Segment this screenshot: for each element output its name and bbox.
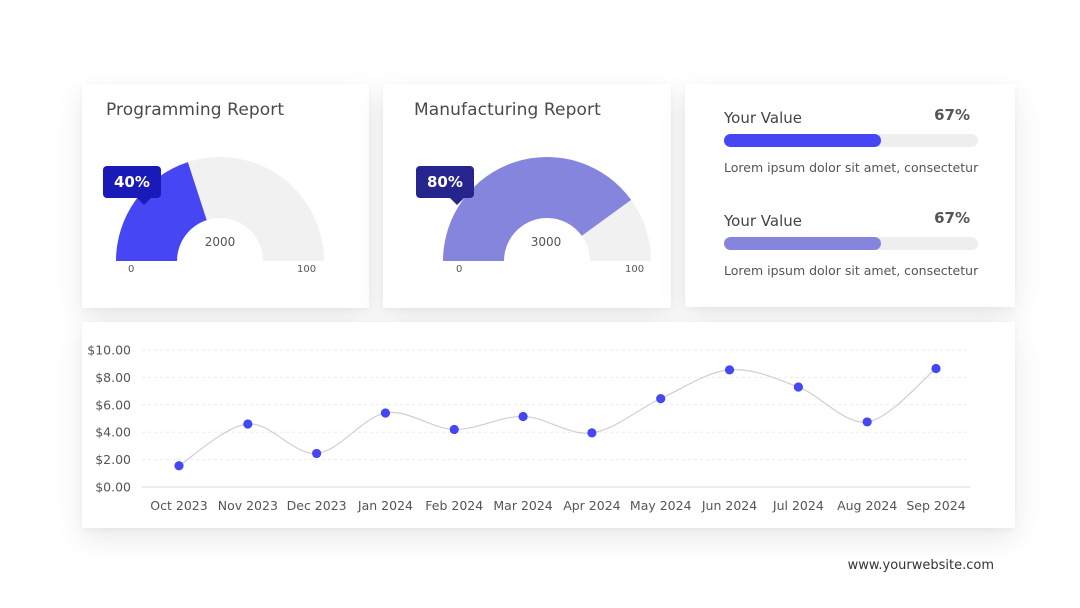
programming-percent-badge: 40% — [103, 166, 161, 205]
line-chart: $0.00 $2.00 $4.00 $6.00 $8.00 $10.00 Oct 2023 N… — [87, 343, 970, 513]
y-tick-label: $6.00 — [95, 397, 131, 412]
data-point — [793, 382, 803, 392]
data-point — [724, 365, 735, 375]
programming-gauge-max: 100 — [297, 264, 317, 275]
y-tick-label: $8.00 — [95, 370, 131, 385]
your-value-card: Your Value 67% Lorem ipsum dolor sit ame… — [685, 84, 1015, 307]
value-row-2: Your Value 67% Lorem ipsum dolor sit ame… — [724, 209, 979, 282]
manufacturing-gauge-max: 100 — [625, 264, 645, 275]
value-row-2-description: Lorem ipsum dolor sit amet, consectetur — [724, 263, 979, 278]
x-tick-label: Aug 2024 — [837, 498, 897, 513]
x-tick-label: Jun 2024 — [701, 498, 757, 513]
manufacturing-gauge-min: 0 — [456, 264, 463, 275]
y-tick-label: $4.00 — [95, 425, 131, 440]
data-point — [243, 419, 253, 429]
y-tick-label: $10.00 — [87, 343, 131, 358]
value-row-1-percent: 67% — [934, 106, 970, 124]
x-tick-label: Oct 2023 — [150, 498, 207, 513]
line-chart-card: $0.00 $2.00 $4.00 $6.00 $8.00 $10.00 Oct 2023 N… — [82, 322, 1015, 528]
programming-gauge-center-value: 2000 — [204, 235, 236, 249]
manufacturing-gauge-fill — [443, 156, 632, 261]
x-tick-label: Mar 2024 — [493, 498, 552, 513]
data-point — [656, 394, 666, 404]
series-line — [178, 368, 937, 467]
value-row-1-progress-track — [724, 134, 978, 147]
data-point — [518, 411, 528, 422]
programming-gauge-min: 0 — [128, 264, 135, 275]
data-point — [312, 448, 322, 459]
x-tick-label: Apr 2024 — [563, 498, 620, 513]
value-row-2-progress-track — [724, 237, 978, 250]
x-tick-label: Nov 2023 — [218, 498, 278, 513]
data-point — [931, 363, 941, 374]
manufacturing-report-card: Manufacturing Report 80% 0 100 3000 — [383, 84, 671, 308]
y-tick-label: $2.00 — [95, 452, 131, 467]
x-tick-label: May 2024 — [630, 498, 692, 513]
value-row-1-label: Your Value — [724, 109, 802, 127]
manufacturing-gauge-center-value: 3000 — [530, 235, 562, 249]
data-point — [862, 417, 872, 427]
footer-website-url: www.yourwebsite.com — [847, 558, 994, 573]
value-row-2-label: Your Value — [724, 212, 802, 230]
manufacturing-percent-badge: 80% — [416, 166, 474, 205]
x-tick-label: Jan 2024 — [357, 498, 413, 513]
manufacturing-report-title: Manufacturing Report — [414, 100, 601, 120]
value-row-1-progress-fill — [724, 134, 882, 147]
programming-gauge-fill — [116, 162, 207, 261]
programming-report-card: Programming Report 40% 0 100 2000 — [82, 84, 369, 308]
value-row-1: Your Value 67% Lorem ipsum dolor sit ame… — [724, 106, 979, 179]
data-point — [587, 428, 597, 438]
data-point — [174, 461, 184, 471]
x-tick-label: Sep 2024 — [906, 498, 965, 513]
y-tick-label: $0.00 — [95, 480, 131, 495]
data-point — [449, 424, 459, 435]
programming-gauge — [116, 157, 324, 261]
data-point — [380, 408, 391, 418]
value-row-2-percent: 67% — [934, 209, 970, 227]
x-tick-label: Feb 2024 — [425, 498, 483, 513]
manufacturing-gauge — [443, 156, 651, 261]
value-row-1-description: Lorem ipsum dolor sit amet, consectetur — [724, 160, 979, 175]
x-tick-label: Dec 2023 — [287, 498, 347, 513]
value-row-2-progress-fill — [724, 237, 882, 250]
x-tick-label: Jul 2024 — [772, 498, 824, 513]
programming-report-title: Programming Report — [106, 100, 285, 120]
